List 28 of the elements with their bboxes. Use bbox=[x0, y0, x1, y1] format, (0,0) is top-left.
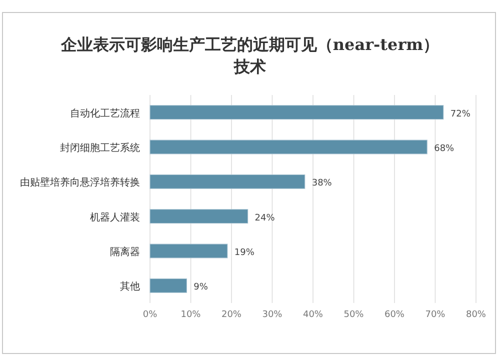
y-tick-label: 隔离器 bbox=[110, 246, 140, 258]
bar bbox=[150, 140, 428, 154]
x-tick-label: 70% bbox=[425, 310, 446, 320]
bar bbox=[150, 174, 306, 189]
x-tick-label: 50% bbox=[344, 310, 364, 320]
y-tick-label: 封闭细胞工艺系统 bbox=[60, 142, 140, 154]
data-label: 68% bbox=[434, 144, 455, 154]
data-label: 24% bbox=[254, 213, 276, 224]
y-tick-label: 由贴壁培养向悬浮培养转换 bbox=[20, 176, 140, 189]
data-label: 19% bbox=[234, 248, 255, 258]
x-tick-label: 40% bbox=[302, 310, 324, 320]
x-tick-label: 20% bbox=[221, 310, 242, 320]
y-tick-label: 自动化工艺流程 bbox=[70, 107, 140, 120]
x-tick-label: 0% bbox=[142, 310, 158, 320]
chart-title: 企业表示可影响生产工艺的近期可见（near-term）技术 bbox=[60, 34, 440, 78]
bar bbox=[150, 105, 444, 120]
y-tick-label: 其他 bbox=[120, 280, 140, 293]
bar bbox=[150, 209, 248, 224]
x-tick-label: 80% bbox=[466, 310, 486, 320]
data-label: 9% bbox=[194, 282, 208, 293]
data-label: 38% bbox=[312, 178, 332, 189]
x-tick-label: 10% bbox=[180, 310, 202, 320]
y-tick-label: 机器人灌装 bbox=[90, 211, 140, 224]
x-tick-label: 60% bbox=[384, 310, 405, 320]
bar bbox=[150, 278, 187, 293]
bar bbox=[150, 244, 228, 258]
data-label: 72% bbox=[450, 109, 471, 120]
x-tick-label: 30% bbox=[262, 310, 283, 320]
